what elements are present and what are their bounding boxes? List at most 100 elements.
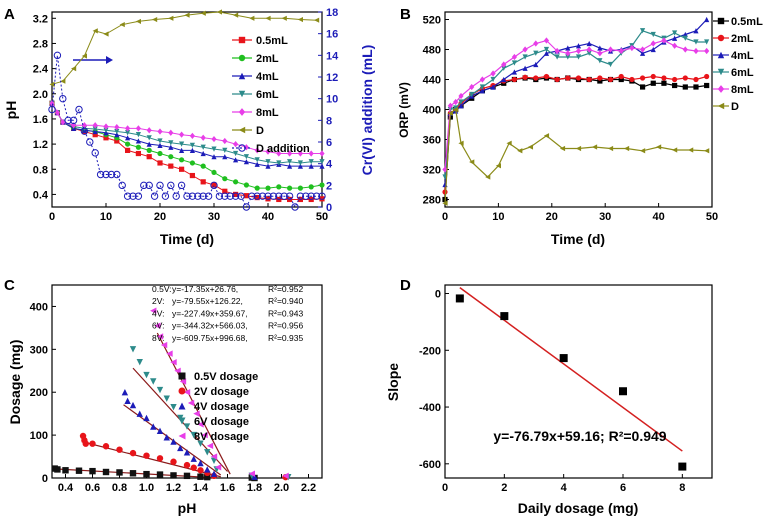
data-point (114, 138, 120, 144)
data-point (211, 182, 217, 188)
legend-marker (238, 90, 246, 98)
data-point (183, 423, 191, 430)
data-point (458, 140, 464, 146)
fit-annotation-equation: y=-17.35x+26.76, (172, 284, 238, 294)
data-point (575, 43, 582, 49)
panel-d-xlabel: Daily dosage (mg) (518, 500, 639, 516)
data-point (163, 395, 170, 402)
data-point (543, 50, 550, 56)
panel-a-y2-tick-label: 6 (326, 137, 332, 149)
data-point (650, 40, 656, 47)
data-point (113, 170, 121, 179)
data-point (168, 15, 174, 21)
legend-label: 0.5V dosage (194, 371, 258, 383)
panel-c-x-tick-label: 2.0 (274, 482, 289, 494)
data-point (166, 350, 173, 357)
panel-c-xlabel: pH (178, 500, 197, 516)
data-point (116, 469, 123, 476)
data-point (447, 110, 453, 116)
data-point (543, 73, 550, 80)
panel-d-x-tick-label: 0 (442, 482, 448, 494)
data-point (233, 191, 239, 198)
data-point (197, 473, 204, 480)
data-point (211, 154, 217, 160)
panel-a-y2-tick-label: 16 (326, 29, 338, 41)
data-point (265, 148, 271, 155)
legend-label: 0.5mL (256, 35, 288, 47)
data-point (125, 135, 131, 141)
data-point (189, 142, 195, 148)
data-point (233, 179, 239, 185)
data-point (200, 134, 206, 141)
data-point (145, 181, 153, 190)
series-line (444, 39, 707, 170)
data-point (204, 466, 211, 473)
series-line (444, 30, 707, 178)
panel-a-y2-tick-label: 14 (326, 50, 339, 62)
data-point (200, 179, 206, 185)
panel-a-x-tick-label: 20 (154, 211, 166, 223)
legend-marker (717, 17, 725, 25)
data-point (199, 192, 207, 200)
data-point (168, 144, 174, 150)
data-point (533, 50, 539, 56)
data-point (146, 135, 152, 141)
data-point (135, 125, 141, 132)
data-point (222, 188, 228, 194)
data-point (269, 192, 278, 200)
data-point (81, 53, 87, 59)
data-point (704, 148, 710, 154)
data-point (618, 47, 624, 55)
data-point (453, 106, 459, 113)
panel-b-y-tick-label: 280 (423, 195, 441, 207)
panel-d-frame (444, 284, 713, 479)
data-point (200, 163, 206, 169)
panel-d-x-tick-label: 4 (561, 482, 568, 494)
data-point (565, 54, 571, 60)
data-point (200, 144, 206, 150)
data-point (650, 46, 656, 53)
data-point (490, 70, 496, 77)
data-point (297, 150, 303, 157)
data-point (197, 459, 204, 467)
data-point (258, 192, 267, 200)
data-point (661, 75, 667, 81)
panel-label-c: C (4, 277, 15, 294)
data-point (522, 74, 528, 80)
data-point (442, 200, 448, 206)
panel-c-y-tick-label: 400 (30, 301, 48, 313)
data-point (222, 176, 228, 182)
data-point (146, 147, 152, 153)
data-point (150, 378, 157, 385)
legend-label: D addition (256, 143, 310, 155)
series-line (444, 77, 707, 200)
panel-a-x-tick-label: 10 (100, 211, 112, 223)
data-point (276, 184, 282, 190)
data-point (533, 61, 539, 68)
data-point (618, 76, 624, 83)
data-point (157, 138, 163, 144)
legend-marker (238, 72, 246, 80)
data-point (307, 192, 315, 200)
data-point (522, 46, 528, 53)
data-point (179, 147, 185, 153)
data-point (157, 142, 163, 148)
fit-annotation-label: 4V: (152, 308, 164, 318)
data-point (704, 39, 710, 45)
data-point (193, 410, 200, 417)
data-point (135, 18, 141, 25)
legend-marker (717, 34, 725, 42)
data-point (48, 105, 56, 114)
panel-c-x-tick-label: 0.6 (85, 482, 100, 494)
data-point (458, 99, 464, 105)
data-point (639, 46, 646, 53)
data-point (146, 141, 152, 147)
data-point (136, 410, 143, 417)
panel-c-chart: pH Dosage (mg) 0.4 0.6 0.8 1.0 1.2 1.4 1.6 1.8 2… (7, 284, 323, 516)
data-point (123, 192, 132, 200)
panel-a-x-tick-label: 0 (49, 211, 55, 223)
data-point (672, 76, 678, 83)
data-point (672, 42, 678, 49)
panel-b-y-tick-label: 360 (423, 135, 441, 147)
data-point (296, 192, 305, 200)
